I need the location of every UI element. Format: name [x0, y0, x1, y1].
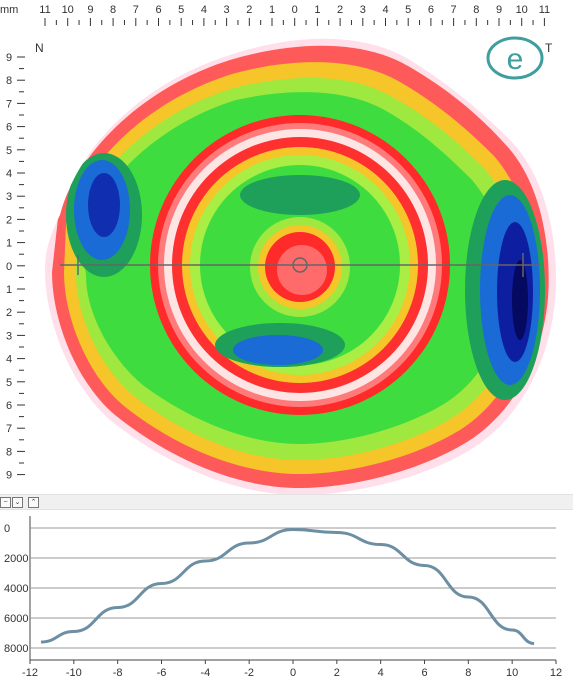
- x-tick-label: -12: [22, 667, 38, 678]
- logo: e: [486, 36, 544, 80]
- y-axis-ticks: 0 2000 4000 6000 8000: [4, 523, 28, 655]
- top-tick-label: 3: [360, 4, 366, 16]
- top-tick-label: 10: [516, 4, 528, 16]
- left-tick-label: 3: [6, 330, 12, 342]
- left-tick-label: 5: [6, 377, 12, 389]
- y-tick-label: 0: [4, 523, 10, 535]
- x-tick-label: 10: [506, 667, 518, 678]
- top-tick-label: 4: [382, 4, 388, 16]
- apex-marker-icon[interactable]: [292, 257, 308, 273]
- top-tick-label: 9: [496, 4, 502, 16]
- left-tick-label: 0: [6, 261, 12, 273]
- left-tick-label: 9: [6, 470, 12, 482]
- minus-icon[interactable]: −: [0, 497, 11, 508]
- x-tick-label: 6: [421, 667, 427, 678]
- top-tick-label: 5: [405, 4, 411, 16]
- left-tick-label: 1: [6, 284, 12, 296]
- x-tick-label: 2: [334, 667, 340, 678]
- top-tick-label: 11: [39, 4, 50, 16]
- x-tick-label: 12: [550, 667, 562, 678]
- left-tick-label: 9: [6, 52, 12, 64]
- top-tick-label: 3: [224, 4, 230, 16]
- left-tick-label: 2: [6, 214, 12, 226]
- left-tick-label: 5: [6, 145, 12, 157]
- lens-map: [45, 38, 556, 494]
- nasal-label: N: [35, 41, 44, 55]
- x-tick-label: -6: [157, 667, 167, 678]
- panel-splitter[interactable]: − ⌄ ⌃: [0, 494, 573, 510]
- top-ruler: 11 10 9 8 7 6 5 4 3 2 1 0 1 2 3 4 5 6 7 8 9 10 11: [39, 4, 550, 26]
- unit-label: mm: [0, 4, 18, 16]
- chart-grid: [29, 516, 556, 661]
- left-tick-label: 7: [6, 98, 12, 110]
- y-tick-label: 4000: [4, 583, 28, 595]
- top-tick-label: 8: [110, 4, 116, 16]
- left-tick-label: 4: [6, 354, 12, 366]
- axis-line: [60, 253, 540, 277]
- y-tick-label: 8000: [4, 643, 28, 655]
- x-tick-label: 0: [290, 667, 296, 678]
- x-tick-label: -10: [66, 667, 82, 678]
- y-tick-label: 2000: [4, 553, 28, 565]
- top-tick-label: 10: [62, 4, 74, 16]
- x-tick-label: -2: [244, 667, 254, 678]
- chevron-down-icon[interactable]: ⌄: [12, 497, 23, 508]
- top-tick-label: 11: [539, 4, 550, 16]
- y-tick-label: 6000: [4, 613, 28, 625]
- x-tick-label: 4: [378, 667, 384, 678]
- top-tick-label: 7: [133, 4, 139, 16]
- top-tick-label: 1: [269, 4, 275, 16]
- profile-series-line: [40, 527, 535, 645]
- top-tick-label: 2: [246, 4, 252, 16]
- left-tick-label: 8: [6, 75, 12, 87]
- top-tick-label: 6: [155, 4, 161, 16]
- temporal-label: T: [545, 41, 553, 55]
- topography-map[interactable]: 11 10 9 8 7 6 5 4 3 2 1 0 1 2 3 4 5 6 7 8 9 10 11 987654321012…: [0, 0, 573, 494]
- logo-letter: e: [507, 43, 524, 76]
- top-tick-label: 0: [292, 4, 298, 16]
- top-tick-label: 5: [178, 4, 184, 16]
- top-tick-label: 4: [201, 4, 207, 16]
- x-tick-label: 8: [465, 667, 471, 678]
- left-tick-label: 4: [6, 168, 12, 180]
- left-tick-label: 6: [6, 400, 12, 412]
- left-tick-label: 8: [6, 446, 12, 458]
- x-axis-ticks: -12 -10 -8 -6 -4 -2 0 2 4 6 8 10 12: [22, 660, 562, 678]
- top-tick-label: 6: [428, 4, 434, 16]
- left-tick-label: 3: [6, 191, 12, 203]
- x-tick-label: -8: [113, 667, 123, 678]
- chevron-up-icon[interactable]: ⌃: [28, 497, 39, 508]
- left-ruler: 9 8 7 6 5 4 3 2 1 0 1 2 3 4 5 6 7 8 9: [6, 52, 25, 482]
- top-tick-label: 8: [473, 4, 479, 16]
- profile-chart: 0 2000 4000 6000 8000 -12 -10 -8 -6 -4 -2 0 2 4 6 8 10 1…: [4, 516, 562, 678]
- x-tick-label: -4: [200, 667, 210, 678]
- top-tick-label: 2: [337, 4, 343, 16]
- left-tick-label: 2: [6, 307, 12, 319]
- top-tick-label: 9: [87, 4, 93, 16]
- left-tick-label: 6: [6, 122, 12, 134]
- left-tick-label: 7: [6, 423, 12, 435]
- left-tick-label: 1: [6, 238, 12, 250]
- top-tick-label: 7: [451, 4, 457, 16]
- top-tick-label: 1: [314, 4, 320, 16]
